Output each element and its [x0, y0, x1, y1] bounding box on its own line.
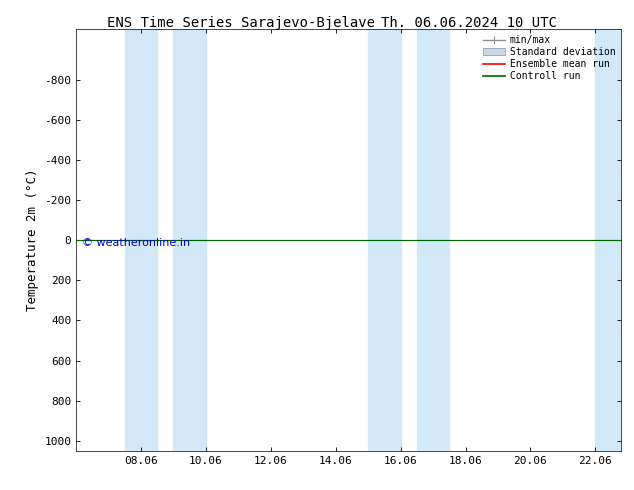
- Bar: [417, 29, 450, 451]
- Text: ENS Time Series Sarajevo-Bjelave: ENS Time Series Sarajevo-Bjelave: [107, 16, 375, 30]
- Bar: [125, 29, 157, 451]
- Bar: [595, 29, 621, 451]
- Bar: [368, 29, 401, 451]
- Text: Th. 06.06.2024 10 UTC: Th. 06.06.2024 10 UTC: [381, 16, 557, 30]
- Bar: [174, 29, 206, 451]
- Y-axis label: Temperature 2m (°C): Temperature 2m (°C): [25, 169, 39, 311]
- Text: © weatheronline.in: © weatheronline.in: [82, 238, 190, 248]
- Legend: min/max, Standard deviation, Ensemble mean run, Controll run: min/max, Standard deviation, Ensemble me…: [479, 31, 619, 85]
